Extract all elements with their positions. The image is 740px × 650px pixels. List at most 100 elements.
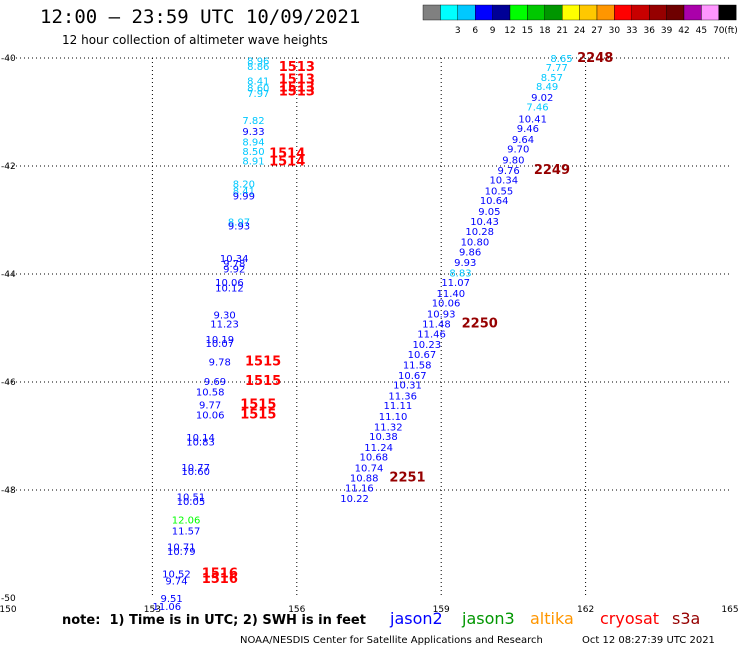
wave-height-label: 10.05 — [177, 497, 206, 508]
color-scale-legend: 3 6 9 12 15 18 21 24 27 30 33 36 39 42 45 70 (ft) — [422, 4, 738, 36]
satellite-legend-item: cryosat — [600, 609, 660, 628]
wave-height-label: 7.97 — [247, 89, 269, 100]
y-tick-label: -40 — [1, 54, 16, 64]
wave-height-label: 11.36 — [388, 392, 417, 403]
wave-height-label: 10.23 — [412, 340, 441, 351]
x-tick-label: 159 — [433, 605, 450, 615]
wave-height-label: 8.65 — [550, 54, 572, 65]
wave-height-label: 9.76 — [497, 166, 519, 177]
wave-height-label: 9.77 — [199, 401, 221, 412]
wave-height-label: 7.77 — [546, 63, 568, 74]
wave-height-label: 11.48 — [422, 320, 451, 331]
wave-height-label: 10.60 — [181, 467, 210, 478]
wave-height-label: 11.06 — [153, 602, 182, 613]
wave-height-label: 7.46 — [526, 103, 548, 114]
wave-height-label: 9.05 — [478, 207, 500, 218]
wave-height-label: 8.50 — [242, 147, 264, 158]
chart-title: 12:00 – 23:59 UTC 10/09/2021 — [40, 6, 361, 28]
wave-height-label: 8.96 — [247, 57, 269, 68]
scale-unit: (ft) — [724, 26, 738, 36]
pass-time-label: 1513 — [279, 84, 315, 99]
wave-height-label: 11.11 — [384, 401, 413, 412]
y-tick-label: -42 — [1, 162, 16, 172]
satellite-legend-item: jason2 — [390, 609, 443, 628]
scale-bin — [718, 4, 737, 21]
satellite-legend-item: jason3 — [462, 609, 515, 628]
wave-height-label: 10.52 — [162, 570, 191, 581]
pass-time-label: 1515 — [245, 374, 281, 389]
wave-height-label: 11.24 — [364, 443, 393, 454]
wave-height-label: 8.94 — [242, 138, 264, 149]
scale-bin-label: 6 — [472, 26, 478, 36]
wave-height-label: 11.10 — [379, 412, 408, 423]
wave-height-label: 9.80 — [502, 156, 524, 167]
y-tick-label: -48 — [1, 486, 16, 496]
wave-height-label: 10.06 — [432, 299, 461, 310]
pass-time-label: 1513 — [279, 81, 315, 96]
pass-time-label: 1513 — [279, 73, 315, 88]
pass-time-label: 1514 — [269, 155, 305, 170]
footnote: note: 1) Time is in UTC; 2) SWH is in fe… — [62, 613, 366, 628]
pass-time-label: 2248 — [577, 51, 613, 66]
wave-height-label: 9.02 — [531, 93, 553, 104]
wave-height-label: 9.78 — [223, 259, 245, 270]
wave-height-label: 8.83 — [449, 268, 471, 279]
wave-height-label: 10.34 — [489, 176, 518, 187]
wave-height-label: 10.55 — [485, 186, 514, 197]
satellite-legend-item: altika — [530, 609, 574, 628]
wave-height-label: 9.86 — [459, 247, 481, 258]
wave-height-label: 9.69 — [204, 377, 226, 388]
pass-time-label: 1514 — [269, 147, 305, 162]
wave-height-label: 10.79 — [167, 547, 196, 558]
scale-bin-label: 30 — [609, 26, 621, 36]
wave-height-label: 8.86 — [247, 62, 269, 73]
scale-bin-label: 70 — [713, 26, 725, 36]
scale-bin-label: 18 — [539, 26, 551, 36]
pass-time-label: 2251 — [389, 471, 425, 486]
wave-height-label: 9.78 — [209, 357, 231, 368]
wave-height-label: 9.46 — [517, 124, 539, 135]
wave-height-label: 11.32 — [374, 422, 403, 433]
wave-height-label: 9.92 — [223, 265, 245, 276]
wave-height-label: 10.34 — [220, 254, 249, 265]
wave-height-label: 10.77 — [181, 463, 210, 474]
y-tick-label: -44 — [1, 270, 16, 280]
scale-bin-label: 39 — [661, 26, 673, 36]
wave-height-label: 10.67 — [408, 350, 437, 361]
wave-height-label: 10.88 — [350, 474, 379, 485]
scale-bin-label: 15 — [522, 26, 533, 36]
wave-height-label: 10.14 — [186, 433, 215, 444]
x-tick-label: 162 — [577, 605, 594, 615]
wave-height-label: 9.51 — [161, 594, 183, 605]
chart-subtitle: 12 hour collection of altimeter wave hei… — [62, 33, 328, 47]
wave-height-label: 10.71 — [167, 543, 196, 554]
wave-height-label: 9.64 — [512, 135, 534, 146]
wave-height-label: 10.06 — [215, 278, 244, 289]
wave-height-label: 10.12 — [215, 284, 244, 295]
wave-height-label: 10.74 — [355, 463, 384, 474]
scale-bin-label: 3 — [455, 26, 461, 36]
wave-height-label: 10.58 — [196, 388, 225, 399]
pass-time-label: 2249 — [534, 163, 570, 178]
x-tick-label: 150 — [0, 605, 17, 615]
pass-time-label: 1513 — [279, 60, 315, 75]
wave-height-label: 10.19 — [205, 335, 234, 346]
wave-height-label: 10.38 — [369, 432, 398, 443]
pass-time-label: 1516 — [202, 572, 238, 587]
wave-height-label: 10.83 — [186, 437, 215, 448]
wave-height-label: 8.97 — [228, 218, 250, 229]
wave-height-label: 9.99 — [233, 192, 255, 203]
wave-height-label: 9.74 — [165, 577, 187, 588]
pass-time-label: 2250 — [462, 317, 498, 332]
x-tick-label: 165 — [721, 605, 738, 615]
scale-bin-label: 33 — [626, 26, 637, 36]
wave-height-label: 8.49 — [536, 82, 558, 93]
pass-time-label: 1515 — [240, 398, 276, 413]
wave-height-label: 9.30 — [213, 311, 235, 322]
y-tick-label: -46 — [1, 378, 16, 388]
y-tick-label: -50 — [1, 594, 16, 604]
wave-height-label: 10.28 — [465, 227, 494, 238]
wave-height-label: 8.41 — [247, 77, 269, 88]
wave-height-label: 9.93 — [454, 258, 476, 269]
